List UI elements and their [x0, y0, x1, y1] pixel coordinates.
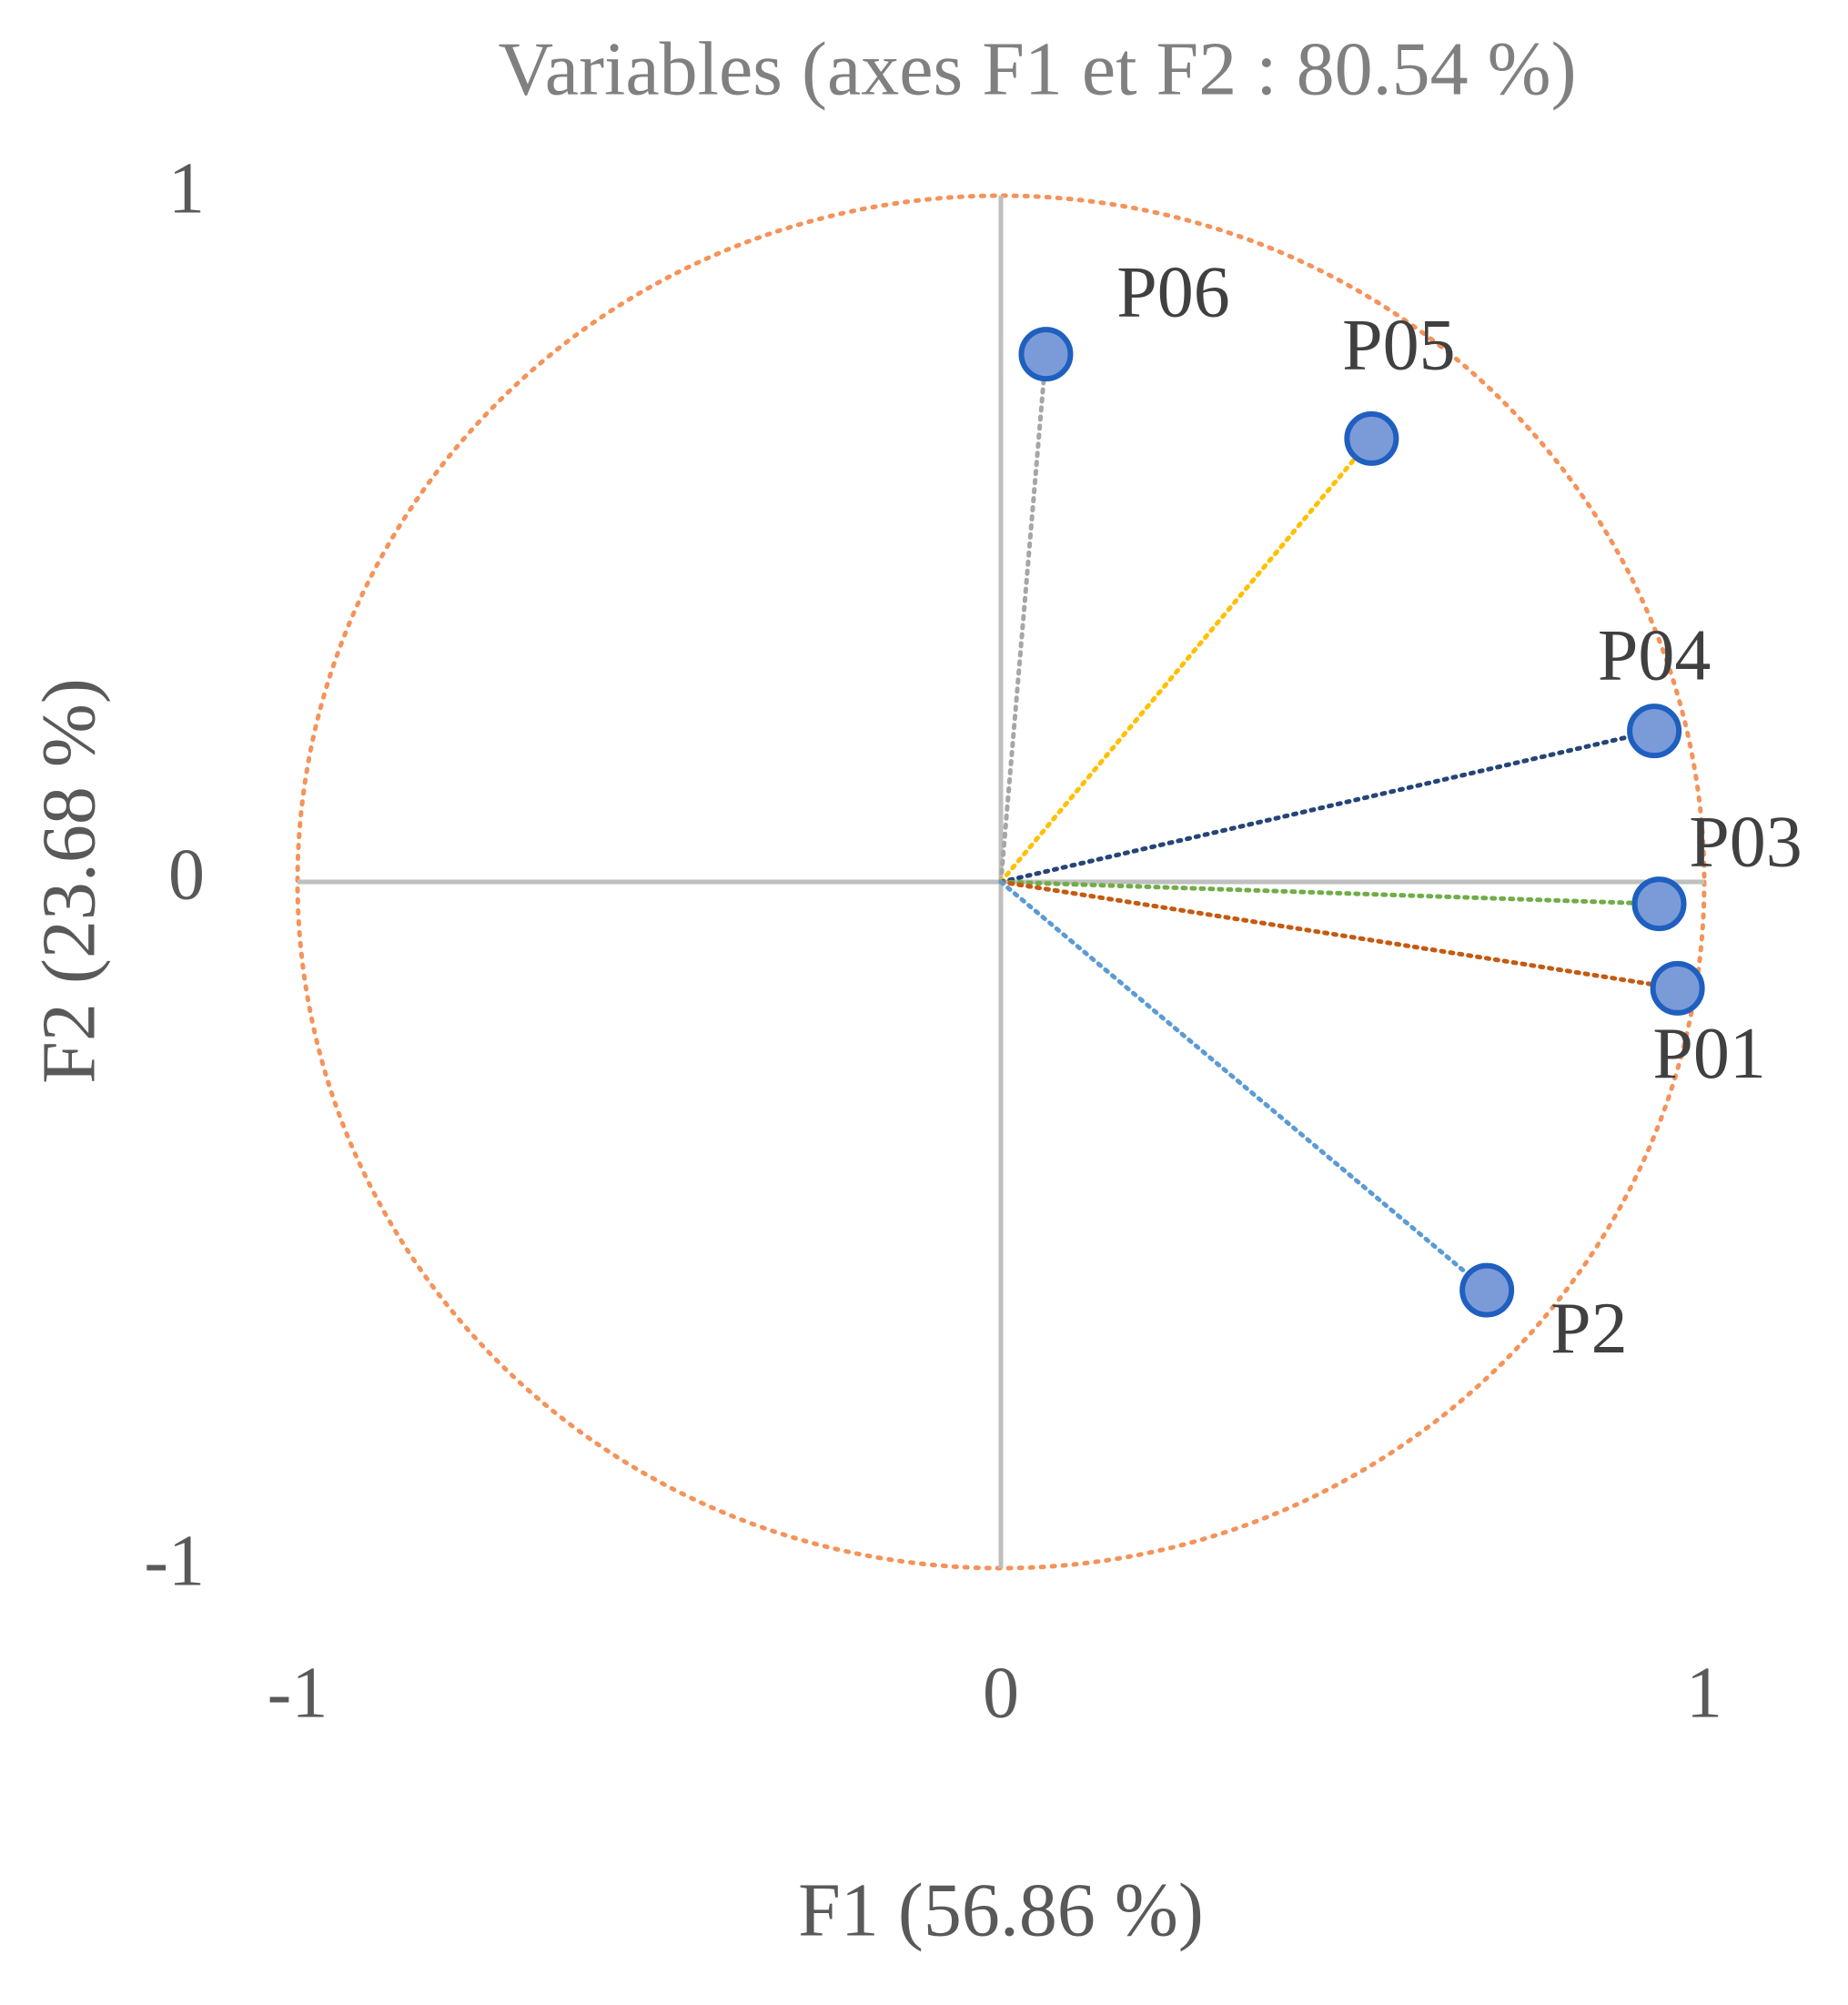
- y-tick-label: -1: [144, 1521, 205, 1601]
- point: [1650, 960, 1705, 1016]
- point: [1627, 704, 1682, 759]
- point: [1018, 327, 1074, 382]
- loading-line: [998, 436, 1374, 885]
- point: [1631, 876, 1687, 932]
- point-label: P01: [1652, 1014, 1766, 1094]
- x-tick-label: 1: [1686, 1653, 1722, 1733]
- point-label: P2: [1550, 1289, 1628, 1369]
- y-axis-label: F2 (23.68 %): [26, 678, 111, 1084]
- point: [1459, 1262, 1515, 1318]
- point-label: P06: [1116, 253, 1230, 333]
- point-label: P05: [1342, 305, 1456, 385]
- point-label: P04: [1598, 615, 1712, 695]
- y-tick-label: 0: [168, 835, 205, 915]
- x-axis-label: F1 (56.86 %): [798, 1868, 1204, 1952]
- point: [1344, 410, 1399, 466]
- point-label: P03: [1689, 802, 1803, 882]
- loading-line: [998, 351, 1048, 885]
- loading-line: [998, 879, 1681, 991]
- x-tick-label: -1: [268, 1653, 328, 1733]
- y-tick-label: 1: [168, 148, 205, 228]
- loading-line: [998, 728, 1657, 885]
- chart-title: Variables (axes F1 et F2 : 80.54 %): [498, 26, 1576, 111]
- x-tick-label: 0: [983, 1653, 1019, 1733]
- loading-line: [998, 879, 1490, 1293]
- loading-line: [998, 879, 1662, 906]
